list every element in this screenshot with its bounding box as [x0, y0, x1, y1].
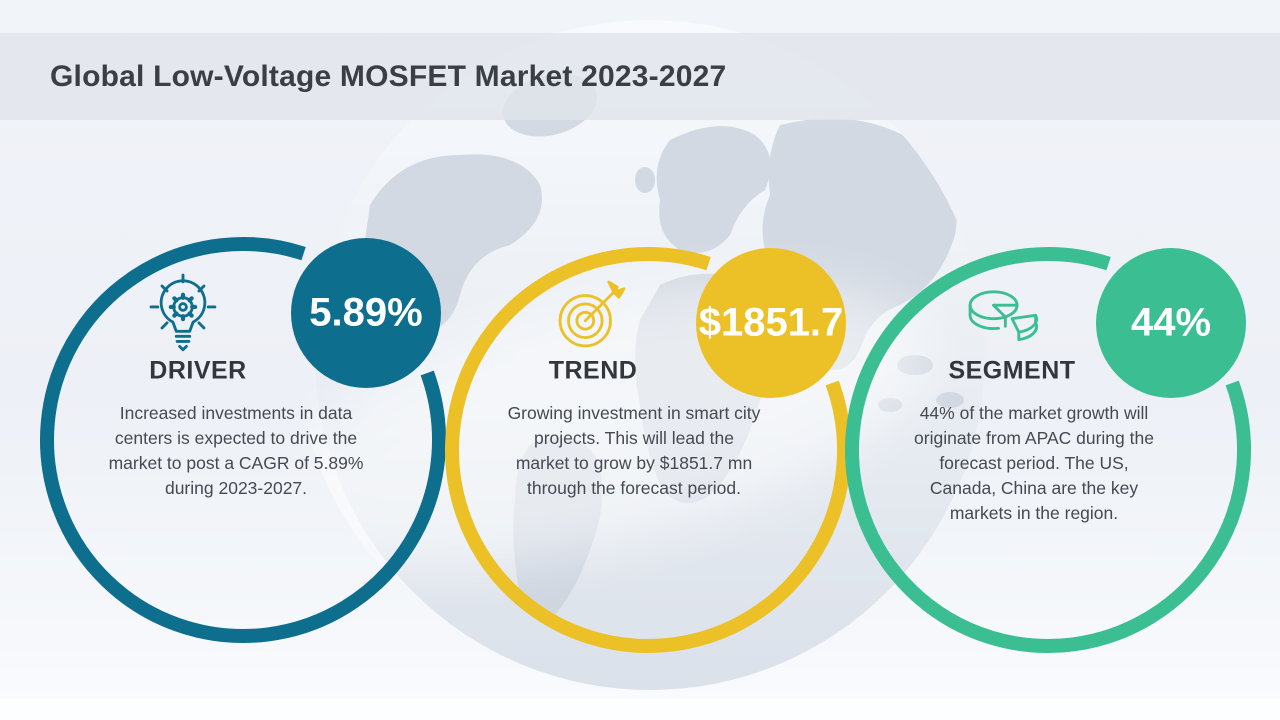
lightbulb-gear-icon: [149, 273, 217, 352]
driver-card-title: DRIVER: [149, 356, 247, 385]
driver-card-ring: [40, 237, 447, 643]
segment-card-ring: [845, 247, 1252, 653]
segment-ring-arc: [845, 247, 1252, 653]
pie-chart-icon: [968, 290, 1038, 342]
trend-ring-arc: [445, 247, 852, 653]
trend-stat-value: $1851.7: [698, 300, 844, 345]
driver-ring-arc: [40, 237, 447, 643]
driver-card-description: Increased investments in data centers is…: [108, 403, 364, 498]
segment-stat-value: 44%: [1130, 300, 1212, 345]
bottom-bar: [0, 699, 1280, 720]
segment-card-title: SEGMENT: [948, 356, 1076, 385]
segment-stat-badge: [1096, 248, 1246, 398]
segment-card-description: 44% of the market growth will originate …: [914, 403, 1154, 523]
trend-card-description: Growing investment in smart city project…: [507, 403, 761, 498]
driver-stat-value: 5.89%: [309, 290, 423, 335]
header-band: Global Low-Voltage MOSFET Market 2023-20…: [0, 33, 1280, 120]
driver-stat-badge: [291, 238, 441, 388]
trend-card-ring: [445, 247, 852, 653]
page-title: Global Low-Voltage MOSFET Market 2023-20…: [50, 59, 727, 93]
trend-card-title: TREND: [548, 356, 638, 385]
target-arrow-icon: [558, 280, 626, 348]
trend-stat-badge: [696, 248, 846, 398]
